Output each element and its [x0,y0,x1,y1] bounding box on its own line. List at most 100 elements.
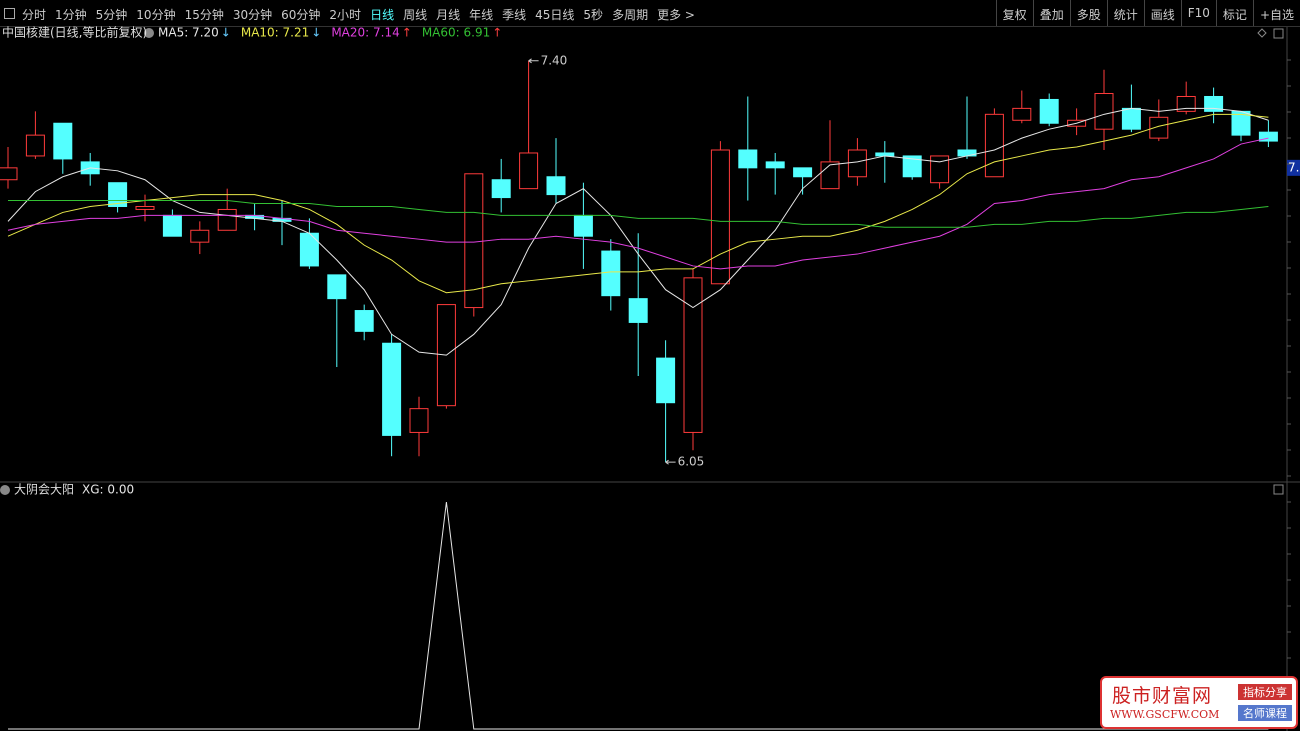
candle-body [135,205,155,210]
candle-body [847,149,867,178]
tool-button[interactable]: 画线 [1143,0,1181,26]
watermark: 股市财富网 WWW.GSCFW.COM 指标分享 名师课程 [1100,676,1298,729]
candle-body [299,232,319,267]
period-tab[interactable]: 10分钟 [136,8,176,22]
legend-entry: MA5: 7.20 [158,26,219,40]
candle-body [1149,116,1169,139]
candle-body [409,408,429,433]
candle-body [190,229,210,243]
panel-toggle[interactable] [1273,28,1284,39]
panel-title: 大阴会大阳 [14,483,74,497]
candle-body [464,173,484,309]
period-tab[interactable]: 30分钟 [232,8,273,22]
candle-body [327,274,347,300]
candle-body [53,122,73,160]
candle-body [546,176,566,196]
series-line [8,200,1269,228]
candle-body [1121,107,1141,130]
candle-body [656,357,676,404]
candle-body [628,298,648,323]
panel-toggle[interactable] [1273,484,1284,495]
candle-body [1204,95,1224,112]
period-tab[interactable]: 多周期 [612,8,649,22]
candle-body [930,155,950,184]
period-tab[interactable]: 45日线 [535,8,575,22]
annotation-label: 6.05 [678,455,705,469]
menu-icon[interactable] [4,8,15,19]
tool-button[interactable]: F10 [1180,0,1216,26]
annotation-label: 7.40 [541,53,568,67]
tool-button[interactable]: +自选 [1252,0,1300,26]
settings-icon[interactable] [144,28,154,38]
settings-icon[interactable] [0,485,10,495]
series-line [7,113,1269,294]
period-tab[interactable]: 季线 [502,8,527,22]
period-tab[interactable]: 日线 [370,8,395,22]
candle-body [0,167,18,181]
legend-entry: MA10: 7.21 [241,26,309,40]
price-tag-label: 7.0 [1288,160,1300,174]
period-tab[interactable]: 2小时 [329,8,362,22]
legend-trend: ↓ [221,26,231,40]
series-line [7,107,1269,356]
candle-body [765,161,785,169]
candle-body [1039,98,1059,124]
candle-body [519,152,539,190]
period-tab[interactable]: 5秒 [583,8,604,22]
candle-body [162,214,182,237]
period-tab[interactable]: 更多 > [657,8,695,22]
legend-entry: MA60: 6.91 [422,26,490,40]
candle-body [1012,107,1032,121]
panel-toggle[interactable] [1257,28,1267,38]
watermark-tag: 名师课程 [1238,705,1292,721]
candle-body [738,149,758,169]
watermark-url: WWW.GSCFW.COM [1110,708,1220,721]
period-tab[interactable]: 年线 [469,8,494,22]
candle-body [710,149,730,285]
tool-button[interactable]: 复权 [995,0,1033,26]
legend-trend: ↑ [402,26,412,40]
period-tab[interactable]: 15分钟 [184,8,224,22]
candle-body [1094,93,1114,130]
toolbar: 分时 1分钟 5分钟 10分钟 15分钟 30分钟 60分钟 2小时 日线 周线 月线 年线 季线 45日… [0,0,1300,27]
annotation-arrow [665,459,676,465]
period-tab[interactable]: 周线 [403,8,428,22]
series-line [8,501,1269,730]
candle-body [601,250,621,297]
period-tab[interactable]: 60分钟 [281,8,321,22]
tool-button[interactable]: 标记 [1215,0,1253,26]
candle-body [573,214,593,237]
candle-body [382,342,402,436]
period-tab[interactable]: 月线 [436,8,461,22]
annotation-arrow [528,58,539,64]
watermark-tag: 指标分享 [1238,684,1292,700]
candle-body [793,167,813,178]
watermark-title: 股市财富网 [1112,685,1213,707]
period-tab[interactable]: 5分钟 [95,8,128,22]
tool-button[interactable]: 叠加 [1032,0,1070,26]
period-tab[interactable]: 1分钟 [55,8,87,22]
series-line [7,137,1269,270]
legend-entry: MA20: 7.14 [331,26,399,40]
candle-body [683,277,703,433]
period-tab[interactable]: 分时 [22,8,47,22]
candle-body [217,208,237,231]
panel-title: 中国核建(日线,等比前复权) [2,25,147,40]
period-bar: 分时 1分钟 5分钟 10分钟 15分钟 30分钟 60分钟 2小时 日线 周线 月线 年线 季线 45日… [22,6,695,23]
tool-bar: 复权 叠加 多股 统计 画线 F10 标记 +自选 [995,0,1300,26]
candle-body [820,161,840,190]
candle-body [984,113,1004,178]
legend-trend: ↑ [492,26,502,40]
candle-body [1258,131,1278,142]
candle-body [491,179,511,199]
tool-button[interactable]: 统计 [1106,0,1144,26]
legend-entry: XG: 0.00 [82,483,134,497]
candle-body [1176,95,1196,112]
legend-trend: ↓ [311,26,321,40]
candle-body [902,155,922,178]
candle-body [25,134,45,157]
tool-button[interactable]: 多股 [1069,0,1107,26]
candle-body [354,310,374,332]
